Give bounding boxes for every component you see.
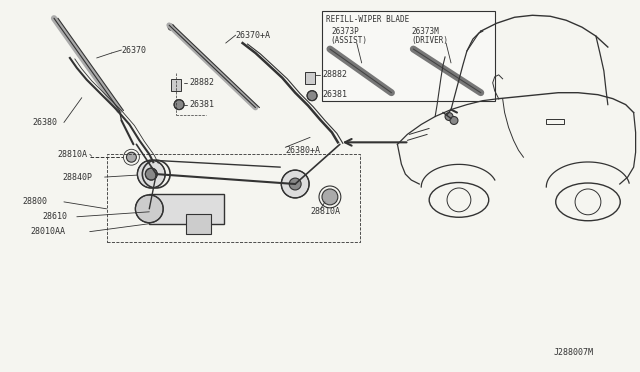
Text: 26380: 26380 bbox=[32, 118, 57, 127]
Circle shape bbox=[450, 116, 458, 125]
Text: 26381: 26381 bbox=[189, 100, 214, 109]
Text: 28610: 28610 bbox=[42, 212, 67, 221]
Text: 26381: 26381 bbox=[322, 90, 347, 99]
Circle shape bbox=[174, 100, 184, 110]
Bar bbox=[149, 194, 224, 224]
Text: 28810A: 28810A bbox=[310, 207, 340, 216]
Circle shape bbox=[168, 24, 174, 30]
Text: 28810A: 28810A bbox=[57, 150, 87, 159]
Circle shape bbox=[289, 178, 301, 190]
Text: REFILL-WIPER BLADE: REFILL-WIPER BLADE bbox=[326, 15, 409, 24]
Text: 28010AA: 28010AA bbox=[30, 227, 65, 236]
Text: 26373M: 26373M bbox=[412, 27, 439, 36]
Circle shape bbox=[307, 91, 317, 101]
Circle shape bbox=[445, 113, 453, 121]
Bar bbox=[186, 214, 211, 234]
Circle shape bbox=[322, 189, 338, 205]
Circle shape bbox=[145, 168, 157, 180]
Text: J288007M: J288007M bbox=[553, 348, 593, 357]
Text: (DRIVER): (DRIVER) bbox=[412, 36, 448, 45]
Text: (ASSIST): (ASSIST) bbox=[330, 36, 367, 45]
Text: 28882: 28882 bbox=[322, 70, 347, 79]
Text: 26370+A: 26370+A bbox=[236, 31, 271, 40]
Text: 26370: 26370 bbox=[122, 45, 147, 55]
Circle shape bbox=[127, 152, 136, 162]
Text: 26380+A: 26380+A bbox=[285, 146, 320, 155]
Bar bbox=[171, 79, 181, 91]
Text: 26373P: 26373P bbox=[332, 27, 360, 36]
Bar bbox=[547, 119, 564, 125]
Circle shape bbox=[138, 160, 165, 188]
Bar bbox=[305, 72, 315, 84]
Text: 28882: 28882 bbox=[189, 78, 214, 87]
Circle shape bbox=[136, 195, 163, 223]
Text: 28800: 28800 bbox=[22, 198, 47, 206]
Text: 28840P: 28840P bbox=[62, 173, 92, 182]
Bar bbox=[322, 11, 495, 101]
Circle shape bbox=[282, 170, 309, 198]
